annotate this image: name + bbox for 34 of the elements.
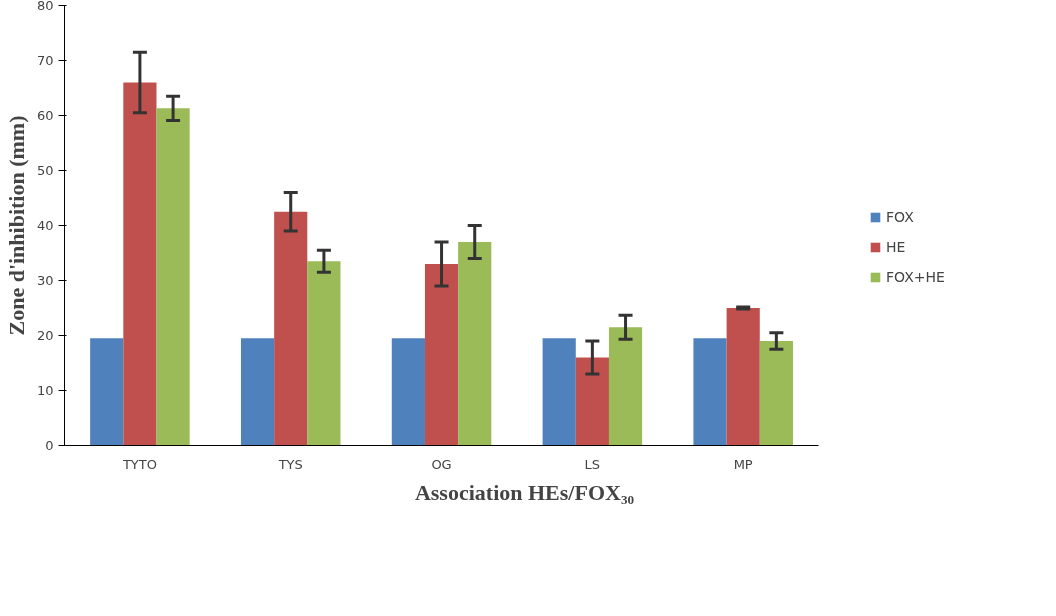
y-tick-label: 0 (45, 438, 54, 453)
bar (608, 327, 643, 446)
legend-label: FOX (886, 209, 914, 225)
bar (90, 338, 124, 446)
x-axis-title: Association HEs/FOX₃₀ (414, 479, 635, 505)
y-tick-label: 70 (36, 53, 54, 68)
y-tick-label: 60 (36, 108, 54, 123)
y-tick-label: 30 (36, 273, 54, 288)
legend-label: FOX+HE (886, 269, 945, 285)
x-tick-label: MP (733, 456, 753, 472)
y-tick-label: 50 (36, 163, 54, 178)
x-tick-label: TYS (277, 456, 303, 472)
y-tick-label: 40 (36, 218, 54, 233)
bar (693, 338, 727, 446)
x-tick-label: TYTO (121, 456, 157, 472)
bar (542, 338, 576, 446)
y-tick-label: 80 (36, 0, 54, 13)
y-tick-label: 10 (36, 383, 54, 398)
bar (274, 211, 308, 446)
bar (424, 264, 459, 446)
bar (575, 357, 609, 446)
y-axis-title: Zone d'inhibition (mm) (3, 115, 29, 336)
bar (123, 82, 157, 446)
bar (759, 341, 793, 446)
x-tick-label: OG (431, 456, 452, 472)
bar (240, 338, 275, 446)
legend-label: HE (886, 239, 906, 255)
y-tick-label: 20 (36, 328, 54, 343)
bar (726, 308, 760, 446)
bar (156, 108, 190, 446)
bar (458, 242, 492, 446)
x-tick-label: LS (584, 456, 601, 472)
bar (391, 338, 425, 446)
bar (307, 261, 341, 446)
